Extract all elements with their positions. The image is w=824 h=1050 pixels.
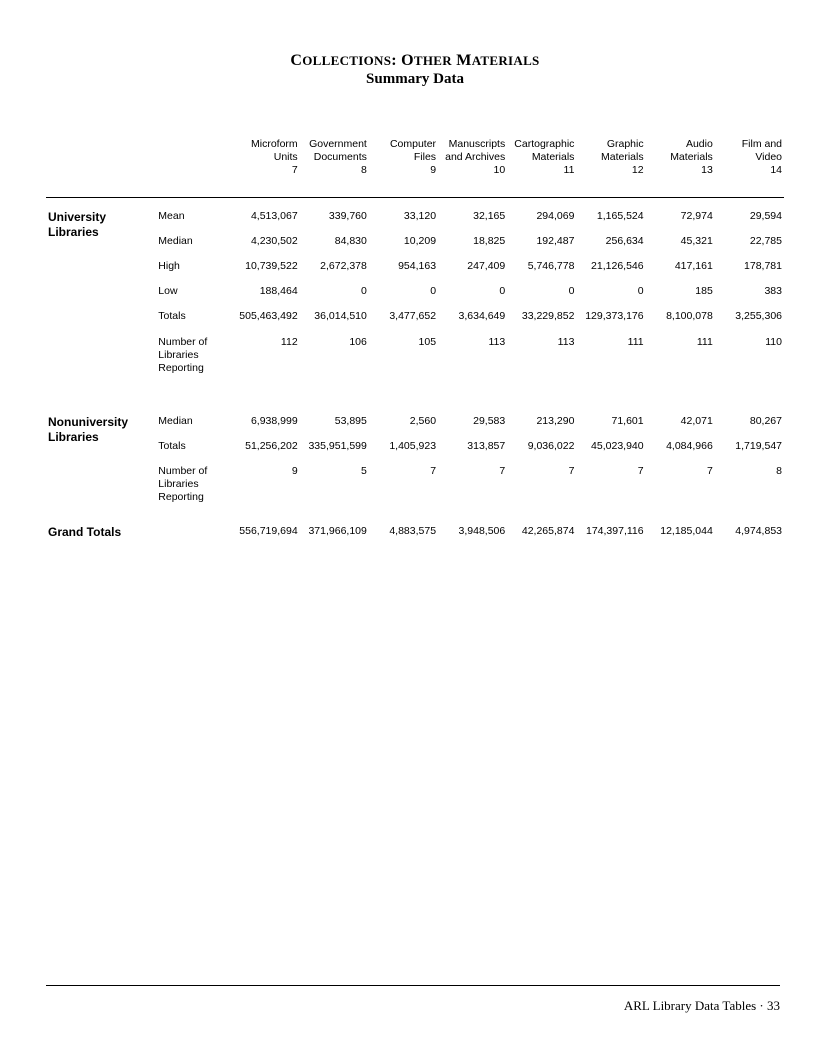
table-row: NonuniversityLibraries Median 6,938,999 …: [46, 411, 784, 436]
col-header: Film andVideo14: [715, 136, 784, 198]
table-row: Low 188,464 0 0 0 0 0 185 383: [46, 281, 784, 306]
page-title-block: COLLECTIONS: OTHER MATERIALS Summary Dat…: [46, 52, 784, 88]
table-row: Totals 505,463,492 36,014,510 3,477,652 …: [46, 306, 784, 331]
table-row: Median 4,230,502 84,830 10,209 18,825 19…: [46, 231, 784, 256]
col-header: GraphicMaterials12: [576, 136, 645, 198]
table-row: Number ofLibrariesReporting 112 106 105 …: [46, 332, 784, 383]
footer-rule: [46, 985, 780, 986]
title-line-2: Summary Data: [46, 71, 784, 88]
footer-text: ARL Library Data Tables · 33: [624, 998, 780, 1014]
col-header: CartographicMaterials11: [507, 136, 576, 198]
table-row: Number ofLibrariesReporting 9 5 7 7 7 7 …: [46, 461, 784, 512]
table-row: High 10,739,522 2,672,378 954,163 247,40…: [46, 256, 784, 281]
stat-label-multi: Number ofLibrariesReporting: [156, 461, 230, 512]
title-line-1: COLLECTIONS: OTHER MATERIALS: [46, 52, 784, 70]
header-row: MicroformUnits7 GovernmentDocuments8 Com…: [46, 136, 784, 198]
table-row: UniversityLibraries Mean 4,513,067 339,7…: [46, 206, 784, 231]
stat-label-multi: Number ofLibrariesReporting: [156, 332, 230, 383]
grand-totals-title: Grand Totals: [46, 521, 156, 549]
col-header: Manuscriptsand Archives10: [438, 136, 507, 198]
col-header: GovernmentDocuments8: [300, 136, 369, 198]
section-title-nonuniversity: NonuniversityLibraries: [46, 411, 156, 461]
table-row: Totals 51,256,202 335,951,599 1,405,923 …: [46, 436, 784, 461]
col-header: MicroformUnits7: [230, 136, 299, 198]
section-title-university: UniversityLibraries: [46, 206, 156, 256]
grand-totals-row: Grand Totals 556,719,694 371,966,109 4,8…: [46, 521, 784, 549]
col-header: AudioMaterials13: [646, 136, 715, 198]
summary-table: MicroformUnits7 GovernmentDocuments8 Com…: [46, 136, 784, 548]
col-header: ComputerFiles9: [369, 136, 438, 198]
